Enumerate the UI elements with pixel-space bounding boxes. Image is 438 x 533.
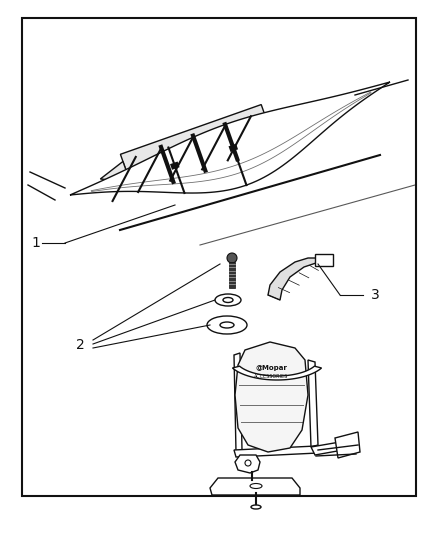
Polygon shape bbox=[311, 442, 343, 455]
Bar bbox=[229, 144, 238, 152]
Polygon shape bbox=[234, 446, 318, 457]
Bar bbox=[22, 18, 416, 496]
Polygon shape bbox=[268, 258, 328, 300]
Polygon shape bbox=[308, 360, 318, 447]
Bar bbox=[229, 262, 235, 288]
Circle shape bbox=[245, 460, 251, 466]
Text: 1: 1 bbox=[32, 236, 40, 250]
Ellipse shape bbox=[251, 505, 261, 509]
Polygon shape bbox=[210, 478, 300, 495]
Polygon shape bbox=[235, 455, 260, 473]
Ellipse shape bbox=[250, 483, 262, 489]
Ellipse shape bbox=[207, 316, 247, 334]
Ellipse shape bbox=[215, 294, 241, 306]
Text: ACCESSORIES: ACCESSORIES bbox=[254, 374, 288, 378]
Ellipse shape bbox=[223, 297, 233, 303]
Text: 3: 3 bbox=[371, 288, 379, 302]
Polygon shape bbox=[235, 342, 308, 452]
Circle shape bbox=[227, 253, 237, 263]
Polygon shape bbox=[70, 82, 390, 195]
Polygon shape bbox=[233, 366, 321, 380]
Text: @Mopar: @Mopar bbox=[255, 365, 287, 371]
Polygon shape bbox=[100, 161, 130, 182]
Polygon shape bbox=[335, 432, 360, 458]
Polygon shape bbox=[234, 353, 242, 452]
Ellipse shape bbox=[220, 322, 234, 328]
Text: 2: 2 bbox=[76, 338, 85, 352]
Polygon shape bbox=[120, 104, 271, 181]
Polygon shape bbox=[243, 116, 270, 138]
Bar bbox=[170, 161, 180, 170]
Bar bbox=[315, 254, 333, 266]
